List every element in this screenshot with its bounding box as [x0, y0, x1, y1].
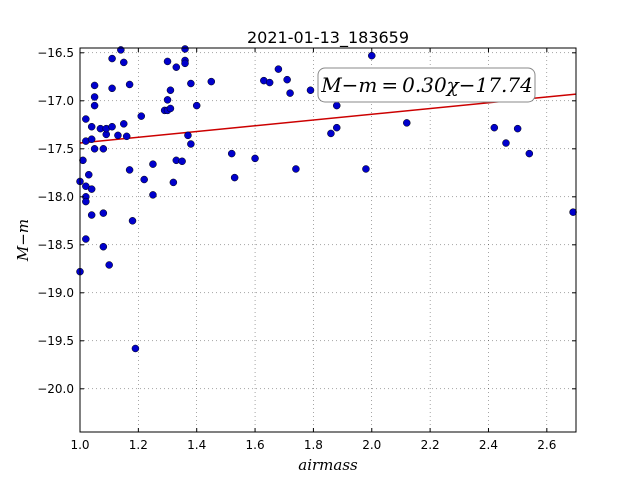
data-point	[131, 344, 140, 353]
axis-ticks	[79, 48, 576, 432]
x-tick-label: 2.6	[537, 438, 556, 452]
data-point	[114, 131, 122, 140]
data-point	[122, 132, 131, 141]
data-point	[149, 160, 157, 168]
data-point	[403, 119, 411, 127]
data-point	[513, 124, 522, 133]
data-point	[163, 96, 172, 104]
data-point	[82, 197, 90, 206]
data-point	[125, 80, 134, 89]
data-point	[90, 101, 99, 110]
chart-title: 2021-01-13_183659	[247, 28, 409, 48]
data-point	[82, 115, 90, 123]
data-point	[187, 79, 195, 88]
x-tick-labels: 1.0 1.2 1.4 1.6 1.8 2.0 2.2 2.4 2.6	[70, 438, 556, 452]
data-point	[502, 139, 510, 147]
y-tick-label: −17.5	[37, 142, 74, 156]
data-point	[525, 149, 534, 158]
x-tick-label: 2.2	[421, 438, 440, 452]
data-point	[85, 170, 93, 179]
data-point	[166, 104, 175, 113]
data-point	[286, 89, 294, 97]
data-point	[181, 59, 189, 68]
data-point	[87, 122, 96, 131]
y-tick-label: −17.0	[37, 94, 74, 108]
data-point	[306, 86, 315, 94]
data-point	[117, 46, 125, 54]
data-point	[368, 51, 376, 60]
data-point	[90, 81, 99, 90]
y-tick-label: −19.0	[37, 286, 74, 300]
data-point	[120, 58, 128, 67]
data-point	[105, 261, 113, 269]
data-point	[333, 101, 341, 110]
data-point	[120, 120, 128, 128]
data-point	[283, 75, 291, 84]
data-point	[87, 185, 96, 193]
data-point	[187, 140, 195, 148]
data-point	[108, 122, 116, 131]
data-point	[166, 86, 175, 94]
data-point	[230, 173, 239, 182]
data-point	[569, 208, 577, 216]
x-tick-label: 1.2	[129, 438, 148, 452]
annotation-box	[317, 67, 536, 103]
x-tick-label: 1.8	[304, 438, 323, 452]
data-point	[163, 57, 172, 66]
data-point	[184, 131, 192, 140]
y-tick-label: −20.0	[37, 382, 74, 396]
data-point	[128, 217, 137, 225]
data-point	[172, 63, 181, 71]
data-point	[125, 166, 134, 174]
y-tick-labels: −16.5 −17.0 −17.5 −18.0 −18.5 −19.0 −19.5 −20.0	[37, 46, 74, 396]
data-point	[90, 93, 99, 101]
data-point	[227, 149, 236, 158]
data-point	[178, 157, 186, 166]
y-tick-label: −19.5	[37, 334, 74, 348]
data-point	[149, 191, 157, 199]
data-point	[169, 178, 178, 187]
data-point	[90, 145, 99, 153]
annotation-text: M−m = 0.30χ−17.74	[320, 73, 533, 97]
data-point	[79, 156, 87, 165]
x-tick-label: 1.4	[187, 438, 206, 452]
fit-annotation: M−m = 0.30χ−17.74	[317, 67, 536, 103]
data-point	[140, 175, 148, 184]
data-point	[87, 211, 96, 219]
x-tick-label: 1.0	[70, 438, 89, 452]
data-point	[251, 154, 259, 163]
data-point	[99, 242, 108, 251]
data-point	[108, 54, 116, 63]
data-point	[87, 135, 96, 143]
data-point	[327, 129, 335, 138]
plot-frame	[79, 47, 577, 433]
data-point	[292, 165, 300, 173]
x-tick-label: 2.0	[362, 438, 381, 452]
x-axis-label: airmass	[298, 456, 358, 474]
x-tick-label: 1.6	[246, 438, 265, 452]
data-point	[108, 84, 116, 93]
data-point	[274, 65, 283, 73]
data-point	[192, 101, 201, 110]
data-point	[265, 78, 274, 87]
data-point	[99, 145, 108, 153]
y-tick-label: −18.0	[37, 190, 74, 204]
data-point	[207, 77, 216, 86]
x-tick-label: 2.4	[479, 438, 498, 452]
data-point	[333, 123, 341, 132]
data-point	[137, 112, 146, 120]
data-point	[181, 45, 189, 53]
data-point	[82, 235, 90, 243]
y-tick-label: −18.5	[37, 238, 74, 252]
y-tick-label: −16.5	[37, 46, 74, 60]
data-point	[490, 123, 499, 132]
data-point	[99, 209, 108, 217]
y-axis-label: M−m	[14, 219, 32, 262]
data-point	[362, 165, 370, 173]
